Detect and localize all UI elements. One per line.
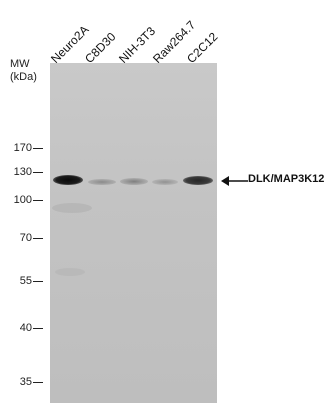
mw-marker-label: 35 xyxy=(19,376,32,388)
mw-marker-40: 40 xyxy=(0,322,46,334)
mw-marker-label: 100 xyxy=(13,194,32,206)
band-raw2647 xyxy=(152,179,178,185)
mw-marker-label: 70 xyxy=(19,232,32,244)
mw-tick xyxy=(33,238,43,239)
mw-marker-label: 40 xyxy=(19,322,32,334)
mw-marker-100: 100 xyxy=(0,194,46,206)
mw-header-title: MW xyxy=(10,58,30,70)
mw-header-unit: (kDa) xyxy=(10,71,37,83)
band-c2c12 xyxy=(183,176,213,185)
mw-tick xyxy=(33,200,43,201)
arrow-left-icon xyxy=(221,176,248,186)
mw-marker-170: 170 xyxy=(0,142,46,154)
band-nih3t3 xyxy=(120,178,148,185)
band-c8d30 xyxy=(88,179,116,185)
mw-marker-label: 55 xyxy=(19,275,32,287)
mw-tick xyxy=(33,328,43,329)
target-protein-label: DLK/MAP3K12 xyxy=(248,173,325,185)
blot-membrane xyxy=(50,63,217,403)
band-neuro2a xyxy=(53,175,83,185)
mw-tick xyxy=(33,382,43,383)
background-smear xyxy=(55,268,85,276)
background-smear xyxy=(52,203,92,213)
mw-header: MW (kDa) xyxy=(10,58,37,84)
mw-tick xyxy=(33,148,43,149)
mw-marker-55: 55 xyxy=(0,275,46,287)
mw-marker-70: 70 xyxy=(0,232,46,244)
mw-marker-label: 170 xyxy=(13,142,32,154)
mw-tick xyxy=(33,281,43,282)
mw-marker-130: 130 xyxy=(0,166,46,178)
mw-tick xyxy=(33,172,43,173)
mw-marker-label: 130 xyxy=(13,166,32,178)
mw-marker-35: 35 xyxy=(0,376,46,388)
lane-label-nih3t3: NIH-3T3 xyxy=(116,24,159,66)
